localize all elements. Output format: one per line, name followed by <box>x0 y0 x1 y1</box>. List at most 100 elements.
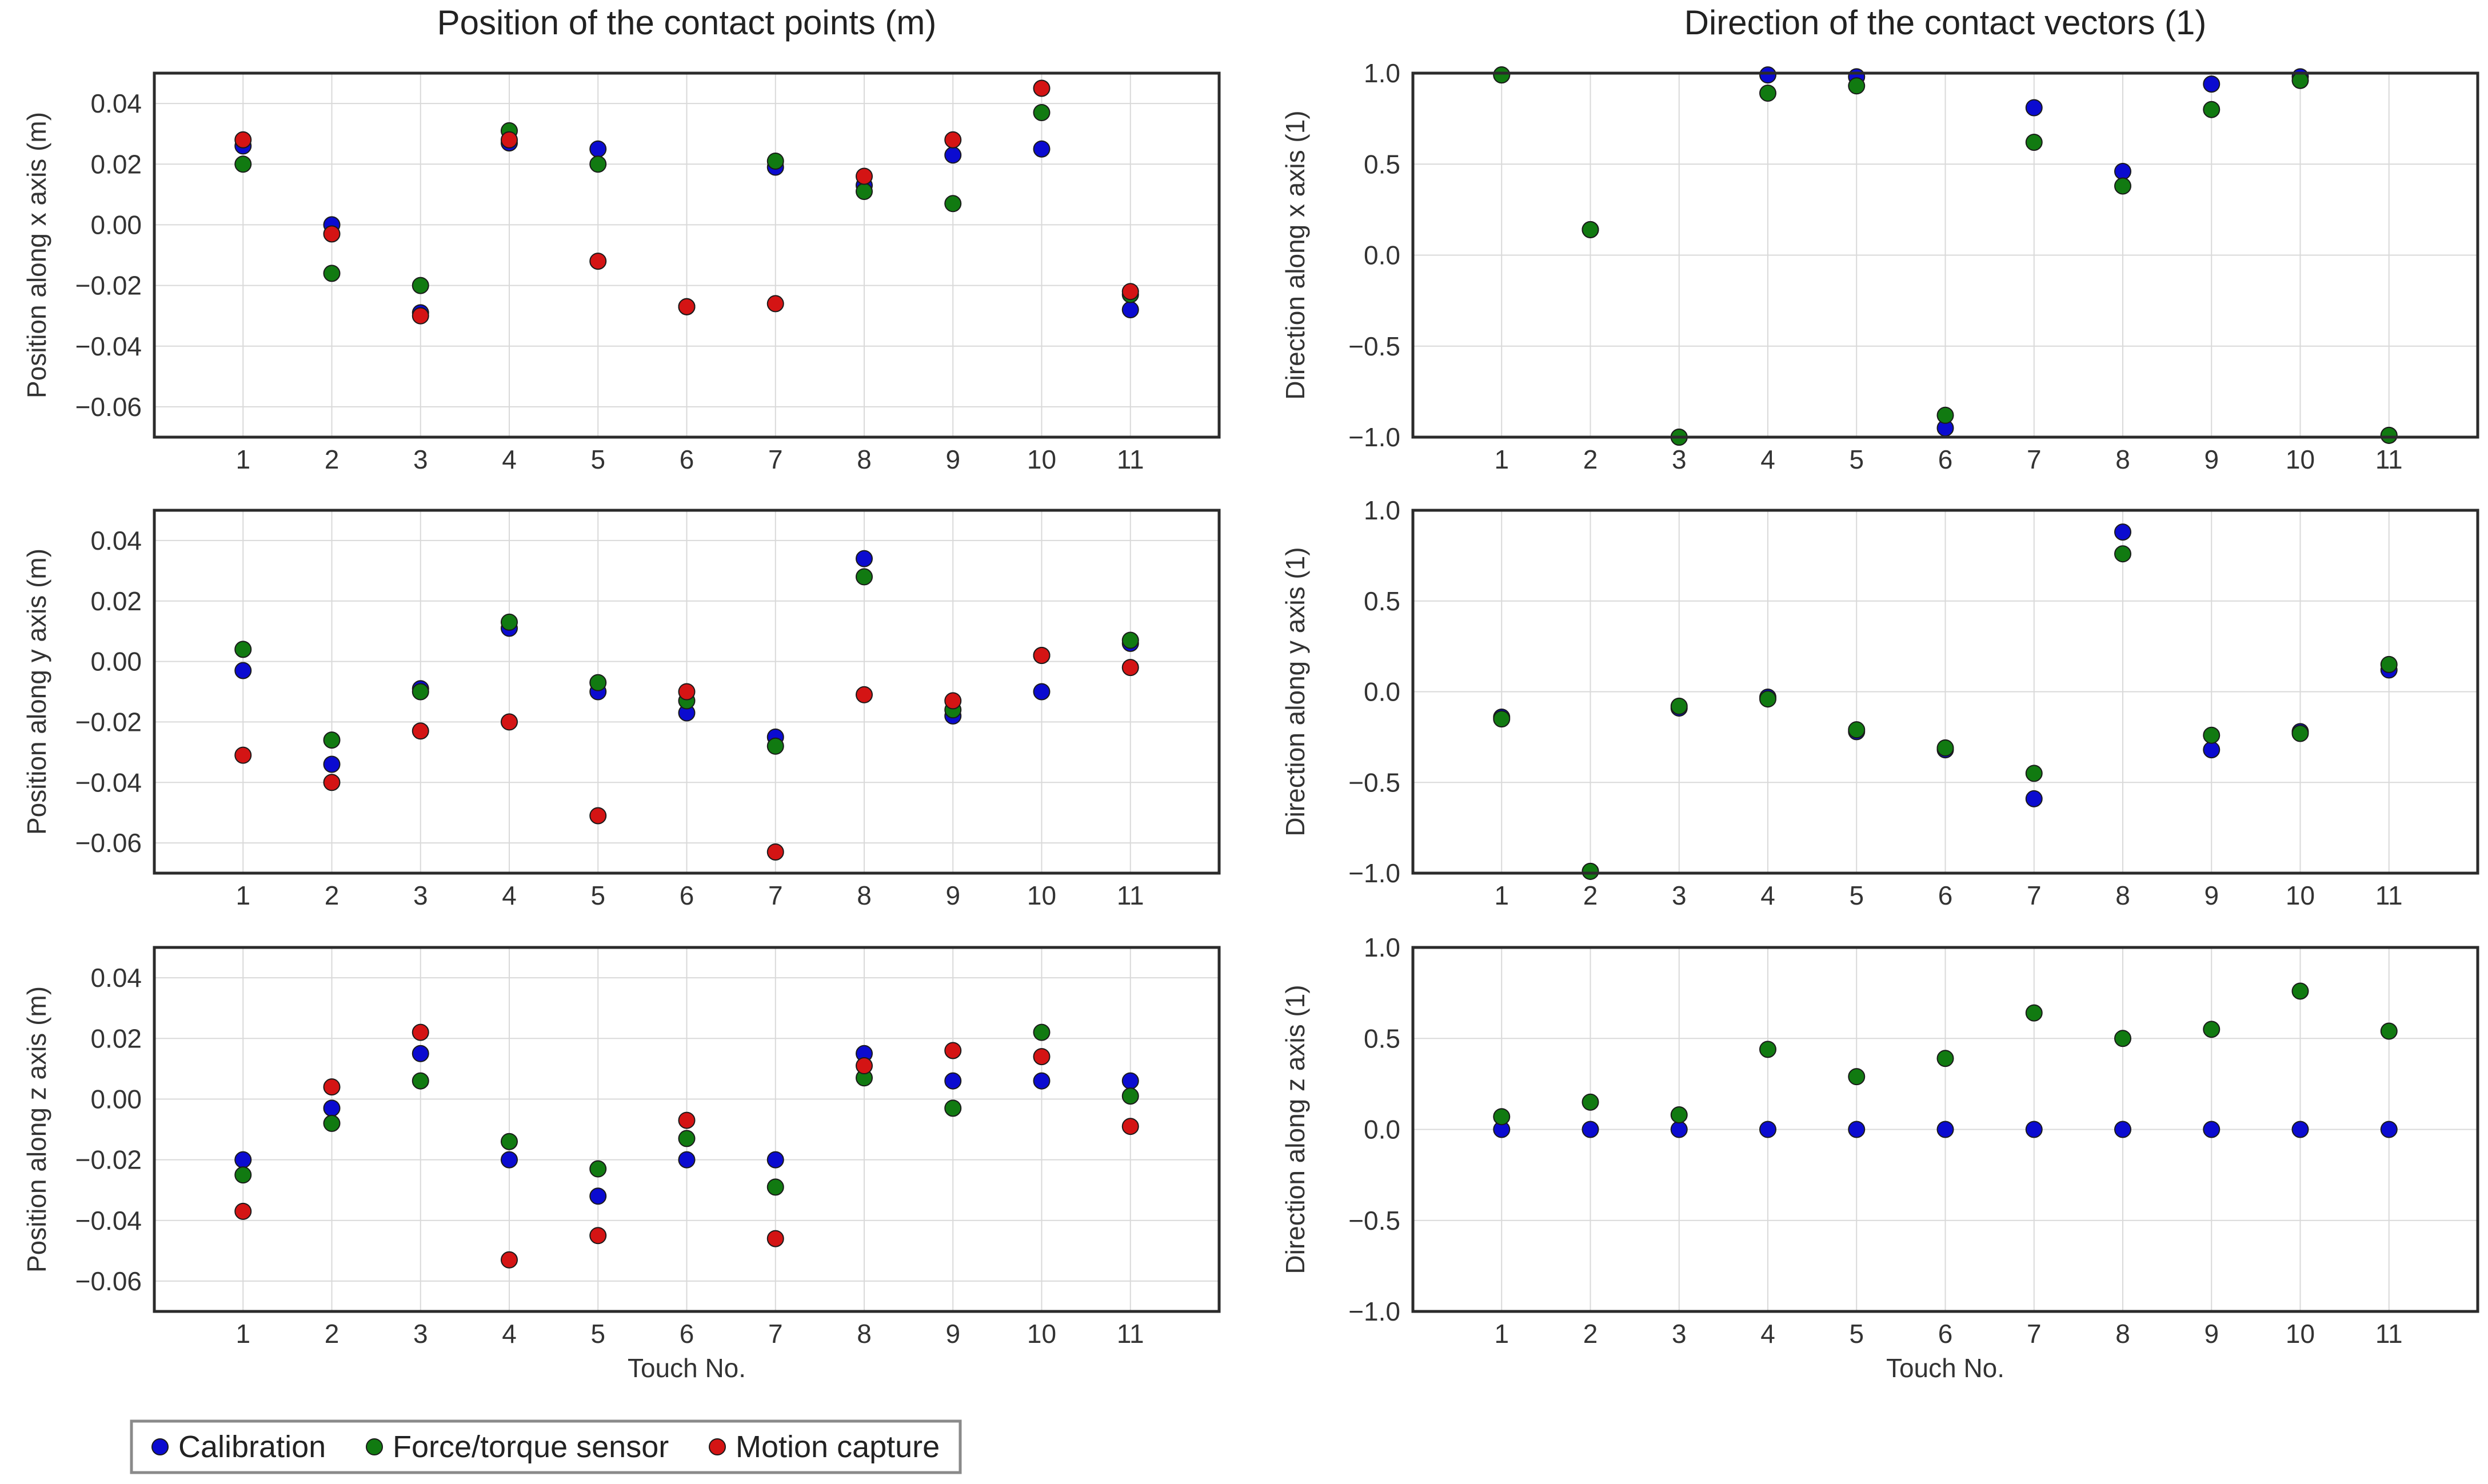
y-tick-label: −0.5 <box>1348 767 1400 797</box>
data-point <box>2203 1021 2221 1038</box>
legend-box <box>130 1419 962 1474</box>
x-tick-label: 11 <box>2375 881 2403 910</box>
data-point <box>412 722 429 740</box>
data-point <box>678 1130 696 1147</box>
x-tick-label: 10 <box>2286 881 2315 910</box>
data-point <box>589 1187 607 1205</box>
x-tick-label: 4 <box>502 1319 517 1349</box>
y-tick-label: 0.04 <box>90 526 142 555</box>
data-point <box>766 1151 784 1169</box>
data-point <box>1121 659 1139 677</box>
data-point <box>1033 104 1051 122</box>
plot-frame <box>153 509 1221 875</box>
data-point <box>2025 1121 2043 1138</box>
legend-marker <box>151 1438 169 1455</box>
data-point <box>323 731 341 749</box>
x-tick-label: 2 <box>1583 445 1598 474</box>
subplot-6: 1 2 3 4 5 6 7 8 9 10 11 1.0 0.5 0.0 −0.5 −1.0 Direction … <box>1280 933 2479 1383</box>
x-tick-label: 5 <box>1849 445 1864 474</box>
y-tick-label: 0.02 <box>90 149 142 179</box>
data-point <box>944 195 962 213</box>
x-tick-label: 1 <box>1494 1319 1509 1349</box>
data-point <box>766 1178 784 1196</box>
data-point <box>1493 710 1511 728</box>
data-point <box>589 807 607 825</box>
y-axis-label: Direction along x axis (1) <box>1280 110 1310 399</box>
series-calibration <box>1493 1121 2398 1138</box>
subplot-4: 1 2 3 4 5 6 7 8 9 10 11 1.0 0.5 0.0 −0.5 −1.0 Direction … <box>1280 495 2479 910</box>
x-tick-label: 2 <box>1583 1319 1598 1349</box>
x-tick-label: 2 <box>325 881 340 910</box>
data-point <box>1582 1121 1599 1138</box>
y-tick-label: 0.02 <box>90 586 142 616</box>
x-tick-label: 1 <box>235 881 250 910</box>
data-point <box>944 692 962 710</box>
series-calibration <box>234 1045 1139 1205</box>
data-point <box>412 307 429 325</box>
x-tick-label: 8 <box>2115 1319 2130 1349</box>
data-point <box>1670 697 1688 715</box>
legend-label: Force/torque sensor <box>393 1430 669 1464</box>
legend-item: Force/torque sensor <box>366 1430 669 1464</box>
x-tick-label: 9 <box>945 881 960 910</box>
data-point <box>678 298 696 315</box>
x-tick-label: 9 <box>2204 445 2219 474</box>
y-tick-label: 1.0 <box>1364 495 1400 525</box>
data-point <box>2025 134 2043 151</box>
y-axis-label: Position along y axis (m) <box>22 549 51 835</box>
data-point <box>856 568 873 586</box>
x-tick-label: 8 <box>857 881 872 910</box>
data-point <box>234 746 252 764</box>
data-point <box>2025 99 2043 117</box>
data-point <box>1121 1072 1139 1090</box>
data-point <box>589 140 607 158</box>
data-point <box>323 265 341 282</box>
y-tick-label: −0.04 <box>75 331 142 361</box>
y-tick-label: 0.02 <box>90 1023 142 1053</box>
data-point <box>2203 741 2221 759</box>
x-tick-label: 9 <box>945 445 960 474</box>
data-point <box>856 686 873 703</box>
data-point <box>234 1166 252 1184</box>
legend-item: Calibration <box>151 1430 326 1464</box>
data-point <box>412 1045 429 1062</box>
data-point <box>2025 1004 2043 1022</box>
x-tick-label: 4 <box>1760 881 1775 910</box>
data-point <box>766 295 784 313</box>
x-tick-label: 1 <box>235 1319 250 1349</box>
x-tick-label: 7 <box>2027 881 2042 910</box>
data-point <box>234 662 252 679</box>
data-point <box>589 253 607 270</box>
data-point <box>234 1151 252 1169</box>
x-tick-label: 3 <box>413 445 428 474</box>
data-point <box>1848 1121 1866 1138</box>
y-tick-label: −1.0 <box>1348 858 1400 888</box>
series-force-torque-sensor <box>1493 66 2398 446</box>
data-point <box>323 225 341 243</box>
data-point <box>1936 406 1954 424</box>
x-tick-label: 7 <box>2027 1319 2042 1349</box>
legend-marker <box>709 1438 726 1455</box>
data-point <box>234 155 252 173</box>
data-point <box>2025 790 2043 807</box>
plot-frame <box>153 946 1221 1313</box>
data-point <box>1033 1023 1051 1041</box>
data-point <box>2203 726 2221 744</box>
y-tick-label: 0.5 <box>1364 586 1400 616</box>
x-tick-label: 8 <box>2115 445 2130 474</box>
data-point <box>766 152 784 170</box>
x-tick-label: 9 <box>945 1319 960 1349</box>
data-point <box>2291 71 2309 89</box>
plot-frame <box>1411 71 2479 439</box>
x-tick-label: 4 <box>502 445 517 474</box>
y-tick-label: −1.0 <box>1348 1297 1400 1326</box>
x-tick-label: 11 <box>1117 445 1144 474</box>
data-point <box>2114 1030 2131 1047</box>
data-point <box>1759 1041 1776 1058</box>
data-point <box>1121 283 1139 301</box>
data-point <box>2291 982 2309 1000</box>
data-point <box>1759 1121 1776 1138</box>
data-point <box>944 146 962 164</box>
y-tick-label: −0.04 <box>75 1206 142 1235</box>
data-point <box>766 737 784 755</box>
